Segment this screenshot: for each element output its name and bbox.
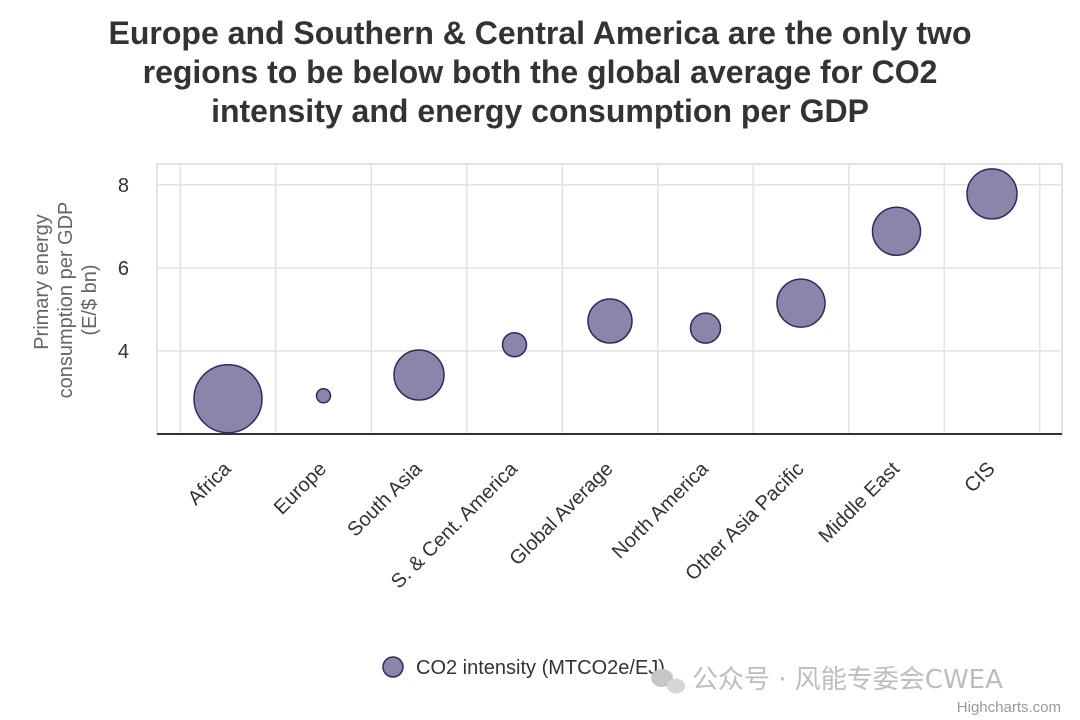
x-category-label: Middle East <box>815 458 905 548</box>
wechat-icon <box>651 669 685 694</box>
y-axis-title-line-1: Primary energy <box>31 214 53 350</box>
bubble-point[interactable] <box>691 313 721 343</box>
watermark: 公众号 · 风能专委会CWEA <box>651 665 1003 695</box>
bubble-point[interactable] <box>194 365 262 433</box>
x-category-label: South Asia <box>343 457 427 541</box>
bubble-chart: Primary energy consumption per GDP (E/$ … <box>0 0 1080 720</box>
y-axis-title-line-3: (E/$ bn) <box>79 264 101 335</box>
credits-link[interactable]: Highcharts.com <box>957 699 1061 716</box>
x-category-label: Africa <box>184 457 236 509</box>
bubble-point[interactable] <box>503 333 527 357</box>
legend-symbol[interactable] <box>383 657 403 677</box>
legend-label[interactable]: CO2 intensity (MTCO2e/EJ) <box>416 657 665 679</box>
x-category-label: Europe <box>270 458 331 519</box>
bubble-point[interactable] <box>777 279 825 327</box>
y-axis-title-line-2: consumption per GDP <box>55 202 77 399</box>
x-category-label: North America <box>608 457 714 563</box>
x-category-label: Global Average <box>506 458 618 570</box>
bubble-point[interactable] <box>873 207 921 255</box>
bubble-point[interactable] <box>967 169 1017 219</box>
bubble-point[interactable] <box>317 389 331 403</box>
y-tick-label: 4 <box>118 341 129 363</box>
bubble-point[interactable] <box>588 299 632 343</box>
y-tick-label: 6 <box>118 258 129 280</box>
watermark-text: 公众号 · 风能专委会CWEA <box>692 665 1003 695</box>
bubble-series <box>194 169 1017 433</box>
bubble-point[interactable] <box>394 350 444 400</box>
legend[interactable]: CO2 intensity (MTCO2e/EJ) <box>383 657 665 679</box>
y-tick-label: 8 <box>118 175 129 197</box>
y-axis: Primary energy consumption per GDP (E/$ … <box>31 175 129 399</box>
x-category-label: CIS <box>960 458 999 497</box>
